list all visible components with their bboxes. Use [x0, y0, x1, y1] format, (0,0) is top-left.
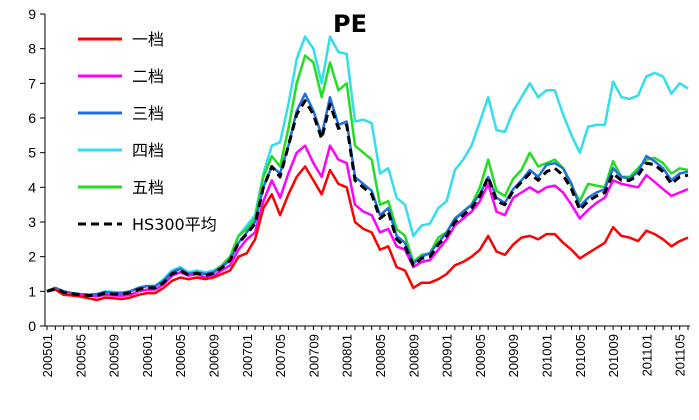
- y-tick-label: 4: [28, 179, 36, 195]
- y-tick-label: 2: [28, 249, 36, 265]
- legend-label-2: 三档: [132, 104, 164, 123]
- series-line-1: [46, 144, 689, 298]
- y-tick-label: 0: [28, 318, 36, 334]
- x-tick-label: 200801: [340, 334, 355, 377]
- x-tick-label: 200601: [140, 334, 155, 377]
- series-line-0: [46, 165, 689, 302]
- x-tick-label: 200501: [40, 334, 55, 377]
- legend-label-1: 二档: [132, 67, 164, 86]
- series-line-4: [46, 54, 689, 297]
- y-tick-label: 5: [28, 145, 36, 161]
- y-tick-label: 8: [28, 41, 36, 57]
- x-tick-label: 200809: [406, 334, 421, 377]
- y-tick-labels: 0 1 2 3 4 5 6 7 8 9: [28, 6, 45, 334]
- x-tick-label: 200701: [240, 334, 255, 377]
- series-line-2: [46, 92, 689, 297]
- x-tick-label: 201001: [539, 334, 554, 377]
- series-lines: [46, 35, 689, 302]
- y-tick-label: 7: [28, 75, 36, 91]
- x-tick-label: 200909: [506, 334, 521, 377]
- legend-label-3: 四档: [132, 141, 164, 160]
- x-tick-label: 200609: [206, 334, 221, 377]
- x-tick-label: 201101: [639, 334, 654, 376]
- x-tick-label: 201105: [673, 334, 688, 376]
- chart-title: PE: [333, 10, 367, 38]
- x-tick-label: 200705: [273, 334, 288, 377]
- y-tick-label: 9: [28, 6, 36, 22]
- x-tick-label: 201009: [606, 334, 621, 377]
- x-tick-label: 200509: [107, 334, 122, 377]
- x-tick-label: 200709: [306, 334, 321, 377]
- legend-label-5: HS300平均: [132, 215, 217, 234]
- x-tick-label: 200605: [173, 334, 188, 377]
- series-line-5: [46, 99, 689, 297]
- x-tick-label: 200905: [473, 334, 488, 377]
- y-tick-label: 6: [28, 110, 36, 126]
- y-tick-label: 3: [28, 214, 36, 230]
- x-tick-label: 200505: [73, 334, 88, 377]
- legend-label-0: 一档: [132, 30, 164, 49]
- x-tick-label: 200805: [373, 334, 388, 377]
- x-tick-labels: 200501 200505 200509 200601 200605 200609 2007…: [40, 326, 689, 377]
- x-tick-label: 200901: [440, 334, 455, 377]
- legend-label-4: 五档: [132, 178, 164, 197]
- x-tick-label: 201005: [573, 334, 588, 377]
- y-tick-label: 1: [28, 283, 36, 299]
- axes: [44, 14, 690, 327]
